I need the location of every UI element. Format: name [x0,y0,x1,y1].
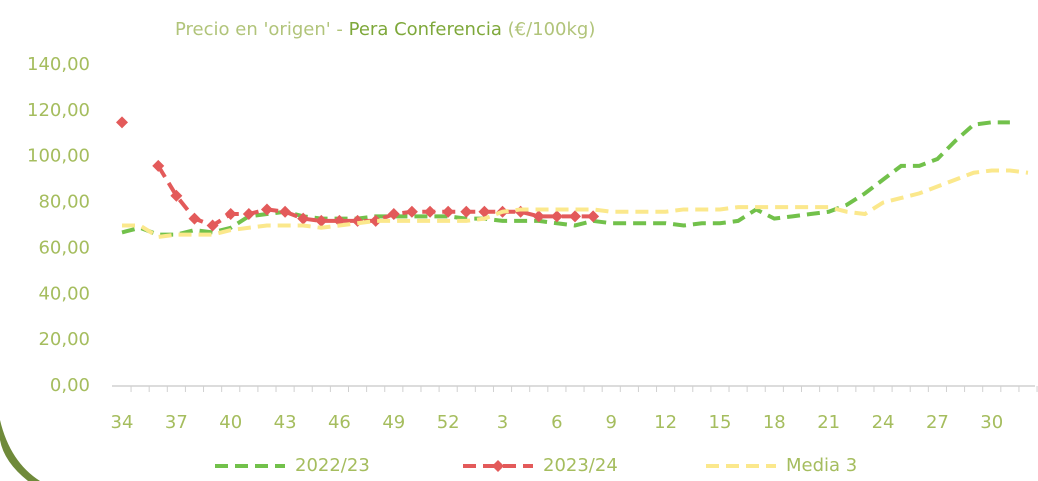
legend-label: 2023/24 [543,455,618,476]
x-tick-label: 49 [382,412,405,433]
x-tick-label: 21 [817,412,840,433]
x-tick-label: 30 [980,412,1003,433]
data-point [442,205,455,218]
y-tick-label: 80,00 [38,192,90,213]
data-point [188,212,201,225]
y-tick-label: 60,00 [38,237,90,258]
y-tick-label: 20,00 [38,329,90,350]
x-tick-label: 37 [165,412,188,433]
data-point [478,205,491,218]
data-point [297,212,310,225]
data-point [206,219,219,232]
x-tick-label: 9 [606,412,617,433]
data-point [569,210,581,223]
data-point [550,210,563,223]
y-tick-label: 40,00 [38,283,90,304]
legend-marker [492,460,504,472]
data-point [116,116,128,129]
chart-title: Precio en 'origen' - Pera Conferencia (€… [175,19,595,40]
x-tick-label: 40 [219,412,242,433]
series-line [121,120,1010,237]
x-tick-label: 52 [437,412,460,433]
y-tick-label: 120,00 [27,100,90,121]
data-point [170,189,183,202]
data-point [224,208,237,221]
title-part: Precio en 'origen' - [175,19,349,40]
data-point [315,214,328,227]
data-point [405,205,418,218]
y-tick-label: 140,00 [27,54,90,75]
x-tick-label: 12 [654,412,677,433]
x-tick-label: 18 [763,412,786,433]
y-tick-label: 0,00 [50,375,90,396]
data-point [532,210,545,223]
title-part: Pera Conferencia [349,19,502,40]
y-tick-label: 100,00 [27,146,90,167]
data-point [279,205,292,218]
data-point [242,208,255,221]
data-point [424,205,437,218]
data-point [369,214,382,227]
series-line [122,168,1029,240]
x-tick-label: 3 [497,412,508,433]
x-tick-label: 27 [926,412,949,433]
data-point [260,203,273,216]
x-tick-label: 6 [551,412,562,433]
data-point [387,208,400,221]
data-point [152,159,165,172]
x-tick-label: 43 [274,412,297,433]
x-tick-label: 34 [111,412,134,433]
corner-decoration [0,420,40,481]
x-tick-label: 46 [328,412,351,433]
data-point [460,205,473,218]
x-tick-label: 15 [709,412,732,433]
legend-label: 2022/23 [295,455,370,476]
title-part: (€/100kg) [502,19,596,40]
x-tick-label: 24 [872,412,895,433]
legend-label: Media 3 [786,455,857,476]
data-point [587,210,600,223]
